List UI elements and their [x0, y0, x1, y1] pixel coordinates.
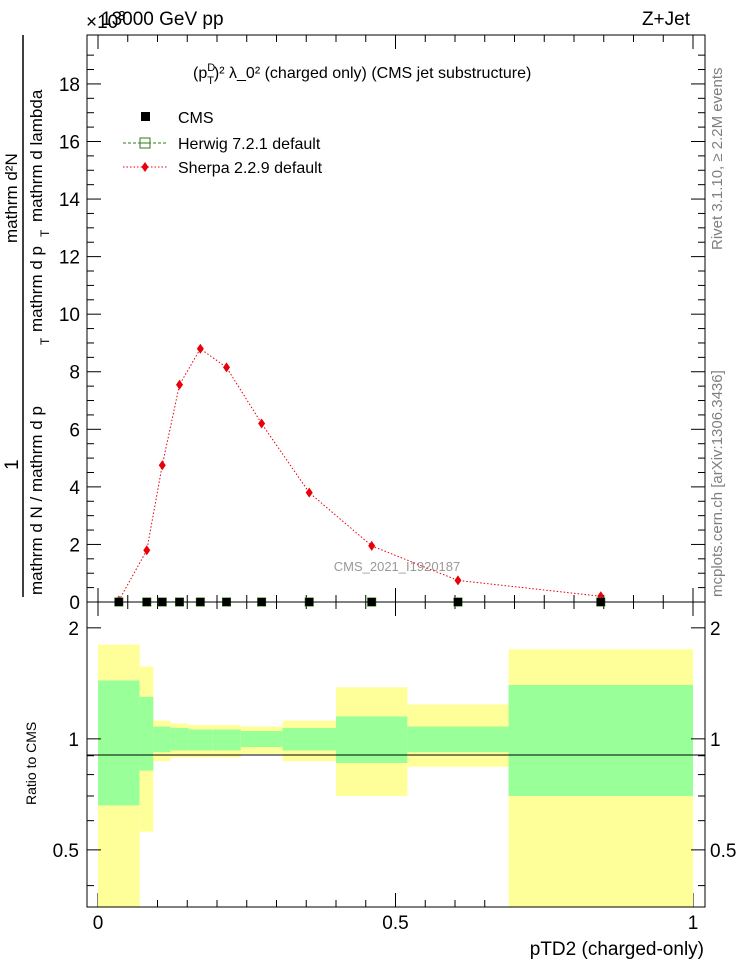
ratio-tick-label-left: 2: [68, 619, 79, 640]
y-tick-label: 10: [59, 305, 80, 326]
energy-label: 13000 GeV pp: [101, 9, 224, 30]
y-tick-label: 2: [69, 535, 80, 556]
ylabel-denominator-a: mathrm d N / mathrm d p: [27, 406, 46, 595]
ratio-tick-label-right: 0.5: [710, 841, 736, 862]
sherpa-series: [115, 343, 605, 606]
y-tick-label: 6: [69, 420, 80, 441]
ratio-band-inner: [508, 684, 693, 796]
y-tick-label: 12: [59, 248, 80, 269]
ylabel-numerator: 1: [2, 459, 23, 470]
process-label: Z+Jet: [642, 9, 691, 30]
ratio-plot-frame: [86, 601, 706, 908]
exponent-label: ×103: [86, 8, 125, 33]
y-tick-label: 16: [59, 132, 80, 153]
ratio-tick-label-right: 2: [710, 619, 721, 640]
legend: CMS Herwig 7.2.1 default Sherpa 2.2.9 defa…: [123, 110, 323, 177]
x-tick-label: 0.5: [382, 913, 408, 934]
legend-label: Sherpa 2.2.9 default: [178, 160, 323, 177]
sherpa-point: [258, 418, 266, 429]
ylabel-denominator-c: mathrm d lambda: [27, 89, 46, 222]
ratio-band-inner: [240, 731, 283, 748]
legend-item: Herwig 7.2.1 default: [123, 136, 321, 153]
ylabel-subscript-t1: T: [38, 337, 52, 345]
y-tick-label: 0: [69, 593, 80, 614]
ylabel-top: mathrm d²N: [2, 153, 21, 243]
xtick-labels: 0 0.5 1: [93, 913, 699, 934]
main-ylabel: 1 mathrm d N / mathrm d p T mathrm d p T…: [2, 35, 52, 597]
legend-marker-cms: [141, 112, 150, 121]
sherpa-point: [176, 379, 184, 390]
x-tick-label: 1: [688, 913, 699, 934]
mcplots-label: mcplots.cern.ch [arXiv:1306.3436]: [709, 370, 726, 597]
legend-label: CMS: [178, 110, 214, 127]
plot-title: (pD T)² λ_0² (charged only) (CMS jet subs…: [193, 62, 531, 87]
ratio-ylabel: Ratio to CMS: [23, 722, 39, 805]
ratio-band-inner: [98, 680, 140, 806]
ratio-tick-label-left: 1: [68, 730, 79, 751]
ratio-band-inner: [188, 729, 213, 751]
ratio-band-inner: [153, 726, 171, 753]
rivet-label: Rivet 3.1.10, ≥ 2.2M events: [709, 68, 726, 251]
ylabel-subscript-t2: T: [38, 229, 52, 237]
sherpa-point: [223, 362, 231, 373]
ratio-band-inner: [407, 726, 509, 753]
ratio-tick-label-left: 0.5: [53, 841, 79, 862]
ylabel-denominator-b: mathrm d p: [27, 246, 46, 332]
legend-item: Sherpa 2.2.9 default: [123, 160, 323, 177]
y-tick-label: 4: [69, 478, 80, 499]
sherpa-point: [454, 575, 462, 586]
sherpa-point: [143, 545, 151, 556]
legend-item: CMS: [141, 110, 214, 127]
ratio-bands: [98, 644, 693, 907]
ratio-band-inner: [336, 716, 408, 764]
ratio-band-inner: [170, 728, 189, 751]
ratio-band-inner: [139, 696, 154, 771]
ratio-tick-label-right: 1: [710, 730, 721, 751]
y-tick-label: 18: [59, 75, 80, 96]
main-yticks: 0 2 4 6 8 10 12 14 16 18: [59, 54, 705, 614]
y-tick-label: 8: [69, 363, 80, 384]
sherpa-point: [305, 487, 313, 498]
sherpa-point: [196, 343, 204, 354]
legend-marker-sherpa: [141, 162, 149, 172]
sherpa-point: [368, 540, 376, 551]
x-tick-label: 0: [93, 913, 104, 934]
legend-label: Herwig 7.2.1 default: [178, 136, 321, 153]
ratio-ticks: 0.5 0.5 1 1 2 2: [53, 619, 736, 887]
ratio-band-inner: [212, 729, 241, 751]
y-tick-label: 14: [59, 190, 81, 211]
ratio-band-inner: [282, 728, 336, 751]
sherpa-point: [158, 460, 166, 471]
x-axis-label: pTD2 (charged-only): [530, 939, 704, 960]
watermark: CMS_2021_I1920187: [334, 559, 461, 574]
